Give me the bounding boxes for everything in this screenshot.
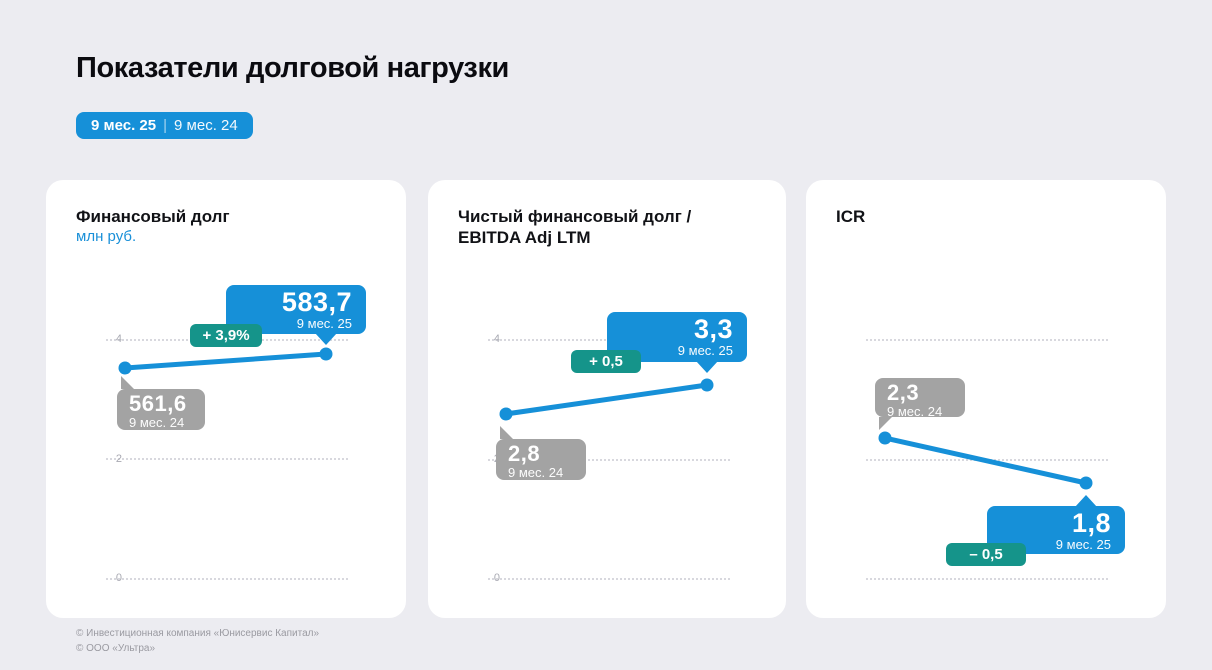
callout-value: 583,7	[281, 287, 352, 317]
callout-tail	[879, 417, 892, 430]
callout-tail	[315, 333, 337, 345]
period-badge: 9 мес. 25 | 9 мес. 24	[76, 112, 253, 139]
gridline-dots	[866, 578, 1108, 580]
footer-line-issuer: © ООО «Ультра»	[76, 643, 156, 654]
period-previous-label: 9 мес. 24	[174, 117, 238, 134]
metric-card-financial-debt: Финансовый долг млн руб. 600 300 0 583,7…	[46, 180, 406, 618]
value-callout-previous: 561,6 9 мес. 24	[117, 376, 205, 430]
gridline-dots	[106, 458, 348, 460]
gridline-dots	[106, 578, 348, 580]
callout-value: 2,3	[887, 380, 920, 405]
metric-card-icr: ICR 4 2 0 2,3 9 мес. 24 1,8 9 мес. 25 – …	[494, 180, 1166, 618]
callout-value: 561,6	[129, 391, 187, 416]
y-axis-tick-label: 0	[115, 572, 122, 584]
y-axis-tick-label: 2	[440, 453, 500, 465]
callout-tail	[696, 361, 718, 373]
card-title: Чистый финансовый долг / EBITDA Adj LTM	[458, 207, 692, 247]
y-axis-tick-label: 2	[115, 453, 122, 465]
change-badge: – 0,5	[946, 543, 1026, 566]
callout-value: 3,3	[693, 314, 733, 344]
card-subtitle: млн руб.	[76, 228, 137, 245]
card-title: ICR	[836, 207, 866, 226]
card-title: Финансовый долг	[76, 207, 230, 226]
gridline-dots	[488, 459, 730, 461]
callout-period: 9 мес. 24	[129, 415, 185, 430]
gridline-dots	[488, 578, 730, 580]
change-badge: + 0,5	[571, 350, 641, 373]
callout-period: 9 мес. 24	[887, 404, 943, 419]
change-badge: + 3,9%	[190, 324, 262, 347]
callout-period: 9 мес. 25	[296, 316, 352, 331]
callout-period: 9 мес. 25	[677, 343, 733, 358]
value-callout-previous: 2,8 9 мес. 24	[496, 426, 586, 480]
callout-period: 9 мес. 25	[1055, 537, 1111, 552]
callout-period: 9 мес. 24	[508, 465, 564, 480]
footer-line-company: © Инвестиционная компания «Юнисервис Кап…	[76, 628, 320, 639]
callout-tail	[500, 426, 513, 439]
gridline-dots	[866, 459, 1108, 461]
period-current-label: 9 мес. 25	[91, 117, 157, 134]
data-point-current	[319, 347, 333, 361]
data-point-previous	[118, 361, 132, 375]
y-axis-tick-label: 0	[493, 572, 500, 584]
callout-tail	[121, 376, 134, 389]
y-axis-tick-label: 4	[115, 333, 122, 345]
value-callout-previous: 2,3 9 мес. 24	[875, 378, 965, 430]
period-separator: |	[163, 117, 168, 134]
metric-card-net-debt-ebitda: Чистый финансовый долг / EBITDA Adj LTM …	[116, 180, 786, 618]
footer: © Инвестиционная компания «Юнисервис Кап…	[76, 626, 319, 656]
y-axis-tick-label: 4	[493, 333, 500, 345]
data-point-current	[1079, 476, 1093, 490]
data-point-current	[700, 378, 714, 392]
data-point-previous	[499, 407, 513, 421]
callout-value: 1,8	[1071, 508, 1111, 538]
page-title: Показатели долговой нагрузки	[76, 52, 509, 84]
callout-value: 2,8	[508, 441, 541, 466]
gridline-dots	[866, 339, 1108, 341]
callout-tail	[1075, 495, 1097, 507]
data-point-previous	[878, 431, 892, 445]
trend-line	[118, 347, 333, 375]
